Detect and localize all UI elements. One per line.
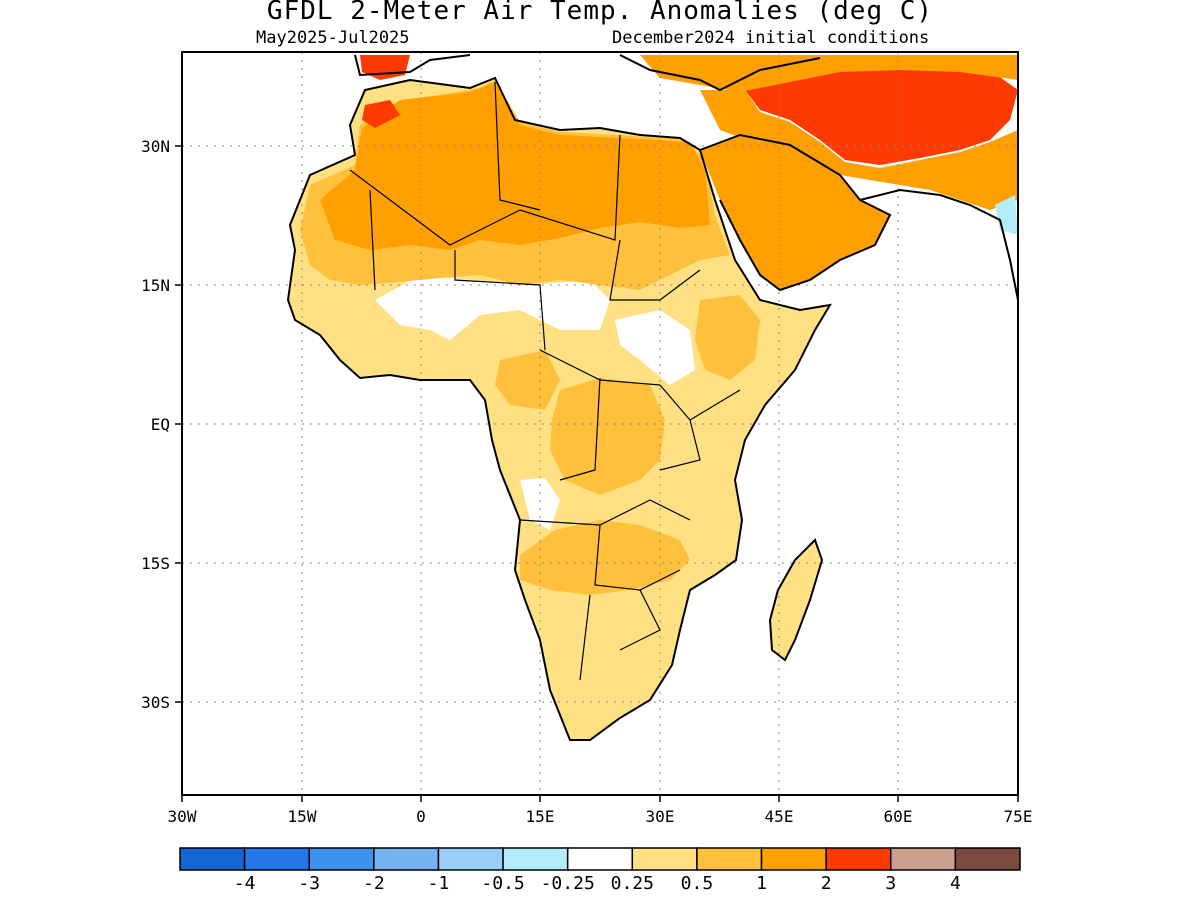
morocco-hot-anomaly bbox=[362, 100, 400, 128]
colorbar-swatch bbox=[825, 847, 892, 871]
europe-coastline bbox=[354, 54, 821, 92]
map-panel bbox=[181, 51, 1019, 796]
madagascar bbox=[770, 540, 822, 660]
x-label-30w: 30W bbox=[168, 807, 197, 826]
arabia-coastline bbox=[699, 133, 892, 292]
border-lines bbox=[349, 81, 741, 681]
y-label-30n: 30N bbox=[141, 137, 170, 156]
x-axis-labels: 30W 15W 0 15E 30E 45E 60E 75E bbox=[168, 807, 1033, 826]
coastlines-and-borders bbox=[286, 54, 1019, 741]
sahel-neutral-zone bbox=[375, 275, 610, 340]
colorbar-swatch bbox=[502, 847, 569, 871]
y-label-30s: 30S bbox=[141, 693, 170, 712]
colorbar-label: 3 bbox=[885, 873, 896, 894]
sahara-strong-anomaly bbox=[320, 82, 710, 250]
colorbar-label: -1 bbox=[428, 873, 450, 894]
congo-neutral-zone bbox=[520, 478, 560, 530]
sudan-neutral-zone bbox=[615, 310, 695, 385]
central-africa-warm-anomaly bbox=[550, 378, 665, 495]
graticule bbox=[182, 52, 1018, 795]
colorbar-swatch bbox=[760, 847, 827, 871]
colorbar-swatch bbox=[373, 847, 440, 871]
colorbar: -4 -3 -2 -1 -0.5 -0.25 0.25 0.5 1 2 3 4 bbox=[179, 847, 1021, 894]
x-label-45e: 45E bbox=[765, 807, 794, 826]
map-title: GFDL 2-Meter Air Temp. Anomalies (deg C) bbox=[266, 0, 934, 26]
colorbar-swatch bbox=[437, 847, 504, 871]
colorbar-swatch bbox=[566, 847, 634, 871]
anomaly-field bbox=[288, 55, 1018, 740]
colorbar-label: 1 bbox=[756, 873, 767, 894]
x-label-75e: 75E bbox=[1004, 807, 1033, 826]
forecast-period: May2025-Jul2025 bbox=[256, 28, 410, 48]
colorbar-label: -3 bbox=[298, 873, 320, 894]
x-label-60e: 60E bbox=[884, 807, 913, 826]
country-borders bbox=[349, 81, 741, 681]
east-africa-warm-anomaly bbox=[695, 295, 760, 380]
colorbar-label: -4 bbox=[234, 873, 256, 894]
colorbar-label: -0.5 bbox=[481, 873, 524, 894]
x-label-15w: 15W bbox=[288, 807, 317, 826]
y-label-15n: 15N bbox=[141, 276, 170, 295]
asia-coastline bbox=[859, 188, 1019, 301]
y-axis-labels: 30N 15N EQ 15S 30S bbox=[141, 137, 170, 712]
x-label-15e: 15E bbox=[526, 807, 555, 826]
west-africa-warm-anomaly bbox=[495, 350, 560, 410]
axis-ticks bbox=[175, 145, 1019, 802]
colorbar-swatch bbox=[696, 847, 763, 871]
initial-conditions: December2024 initial conditions bbox=[612, 28, 930, 48]
colorbar-swatch bbox=[890, 847, 957, 871]
colorbar-swatch bbox=[243, 847, 310, 871]
colorbar-label: 2 bbox=[821, 873, 832, 894]
x-label-0: 0 bbox=[416, 807, 426, 826]
x-label-30e: 30E bbox=[646, 807, 675, 826]
colorbar-label: 0.25 bbox=[611, 873, 654, 894]
africa-coastline bbox=[286, 76, 832, 741]
colorbar-swatch bbox=[179, 847, 246, 871]
colorbar-swatch bbox=[631, 847, 698, 871]
middle-east-warm-zone bbox=[700, 90, 1018, 210]
colorbar-label: -2 bbox=[363, 873, 385, 894]
colorbar-swatch bbox=[308, 847, 375, 871]
y-label-15s: 15S bbox=[141, 554, 170, 573]
colorbar-label: 0.5 bbox=[681, 873, 714, 894]
y-label-eq: EQ bbox=[151, 415, 170, 434]
madagascar-coastline bbox=[768, 538, 824, 662]
colorbar-swatch bbox=[954, 847, 1021, 871]
iran-hot-anomaly bbox=[745, 68, 1018, 165]
colorbar-label: -0.25 bbox=[541, 873, 595, 894]
southern-africa-warm-anomaly bbox=[520, 520, 690, 595]
colorbar-label: 4 bbox=[950, 873, 961, 894]
